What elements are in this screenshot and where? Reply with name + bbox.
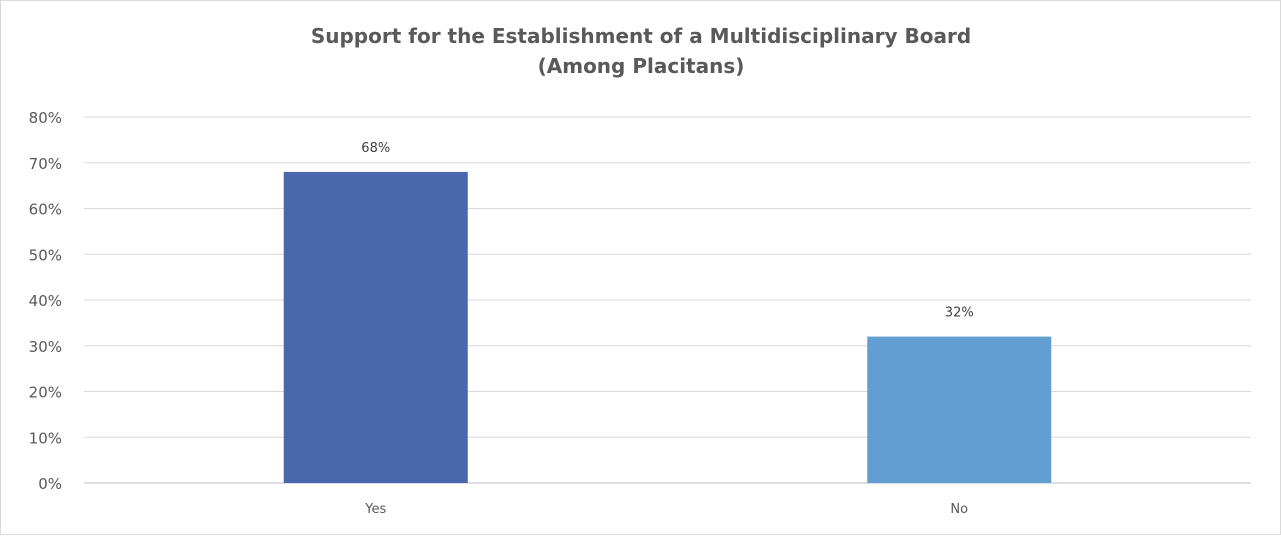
x-category-label: No <box>950 502 968 517</box>
y-tick-label: 30% <box>29 338 62 356</box>
data-labels: 68% 32% <box>361 141 973 321</box>
y-tick-label: 60% <box>29 201 62 219</box>
bar-yes <box>283 171 468 483</box>
y-tick-label: 50% <box>29 246 62 264</box>
y-tick-label: 10% <box>29 429 62 447</box>
gridlines <box>84 116 1251 484</box>
bar-no <box>867 336 1052 483</box>
y-tick-label: 70% <box>29 155 62 173</box>
chart-subtitle: (Among Placitans) <box>538 54 745 78</box>
y-axis-ticks: 0% 10% 20% 30% 40% 50% 60% 70% 80% <box>29 109 62 493</box>
chart-title: Support for the Establishment of a Multi… <box>311 24 971 48</box>
data-label-no: 32% <box>945 306 974 321</box>
x-category-label: Yes <box>364 502 386 517</box>
bars <box>283 171 1052 483</box>
y-tick-label: 20% <box>29 384 62 402</box>
y-tick-label: 80% <box>29 109 62 127</box>
y-tick-label: 40% <box>29 292 62 310</box>
data-label-yes: 68% <box>361 141 390 156</box>
y-tick-label: 0% <box>38 475 62 493</box>
x-axis-categories: Yes No <box>364 502 968 517</box>
